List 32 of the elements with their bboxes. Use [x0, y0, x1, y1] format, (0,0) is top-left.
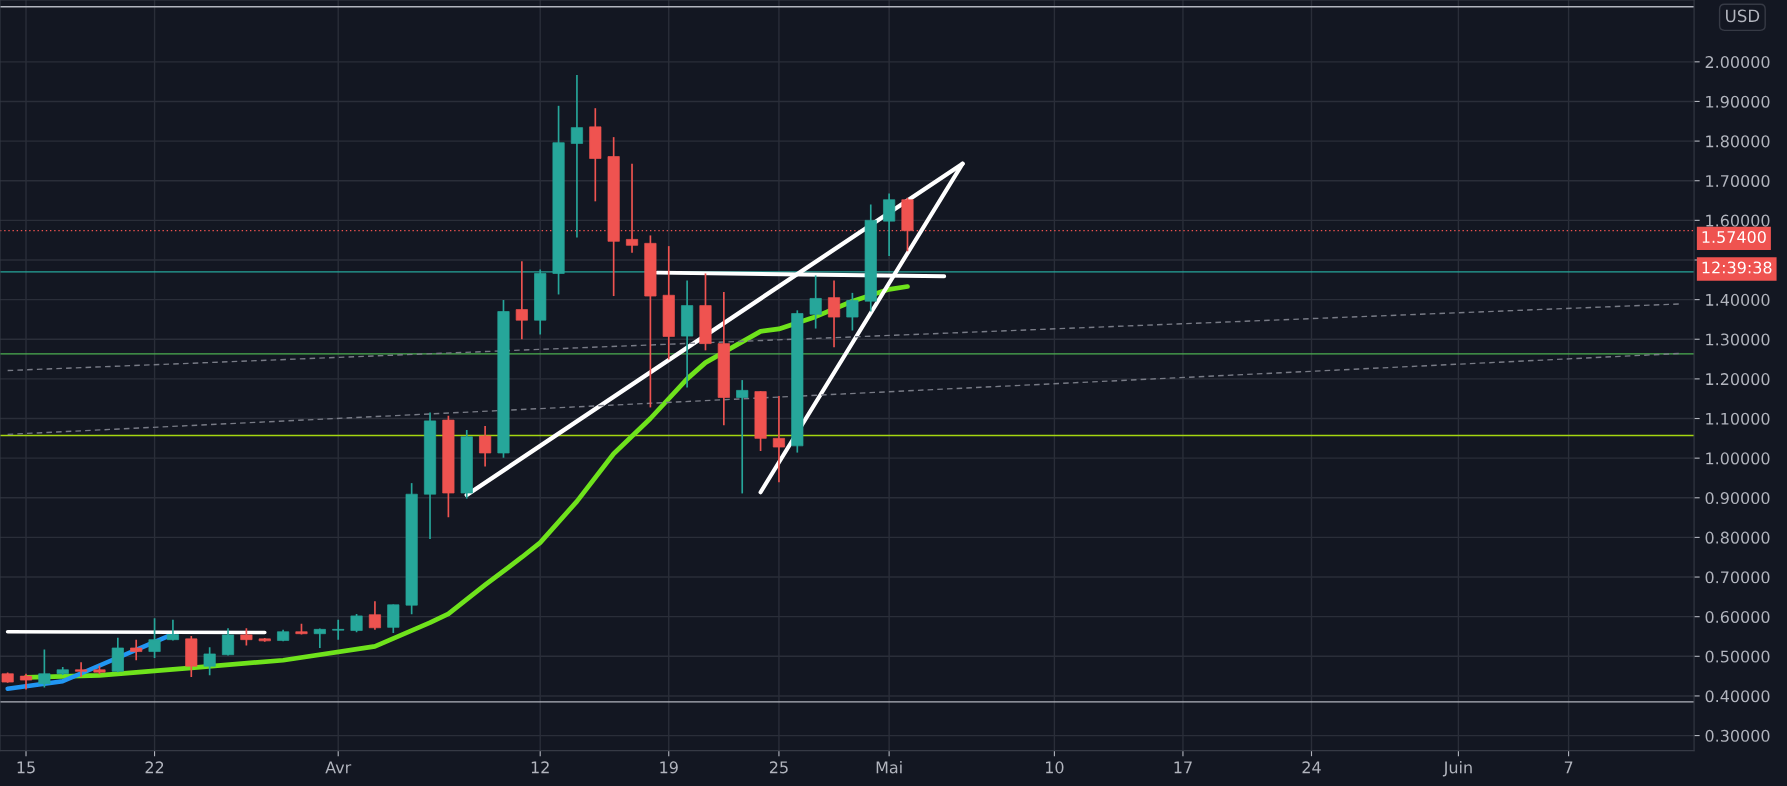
x-tick-label: 24 [1302, 761, 1321, 774]
x-tick-label: Juin [1442, 761, 1472, 777]
y-tick-label: 1.10000 [1706, 412, 1770, 425]
x-tick-label: Mai [876, 761, 902, 774]
y-tick-label: 0.80000 [1705, 531, 1770, 544]
y-tick-label: 0.50000 [1705, 650, 1770, 663]
y-tick-label: 1.20000 [1706, 373, 1770, 386]
y-tick-label: 0.70000 [1705, 571, 1770, 584]
y-tick-label: 1.70000 [1706, 174, 1770, 188]
x-tick-label: 10 [1045, 761, 1064, 774]
y-tick-label: 1.80000 [1706, 135, 1770, 148]
x-tick-label: 7 [1564, 761, 1573, 774]
y-tick-label: 0.90000 [1705, 491, 1770, 505]
y-tick-label: 0.30000 [1705, 729, 1770, 742]
text: USD [1726, 9, 1760, 23]
y-tick-label: 1.30000 [1706, 333, 1770, 346]
y-tick-label: 1.90000 [1706, 95, 1770, 108]
x-tick-label: 12 [531, 761, 549, 774]
x-tick-label: 15 [17, 761, 35, 774]
x-tick-label: Avr [325, 761, 352, 774]
y-tick-label: 1.60000 [1706, 214, 1770, 227]
x-tick-label: 22 [145, 761, 164, 774]
y-tick-label: 1.00000 [1706, 452, 1770, 465]
ref-line-label: 1.57400 [1702, 230, 1766, 244]
y-tick-label: 2.00000 [1705, 56, 1770, 69]
y-tick-label: 0.60000 [1705, 610, 1770, 623]
x-tick-label: 19 [660, 761, 678, 774]
x-tick-label: 17 [1174, 761, 1192, 774]
y-tick-label: 0.40000 [1705, 690, 1770, 703]
y-tick-label: 1.40000 [1706, 293, 1770, 306]
x-tick-label: 25 [769, 761, 788, 774]
text: 12:39:38 [1702, 261, 1772, 274]
